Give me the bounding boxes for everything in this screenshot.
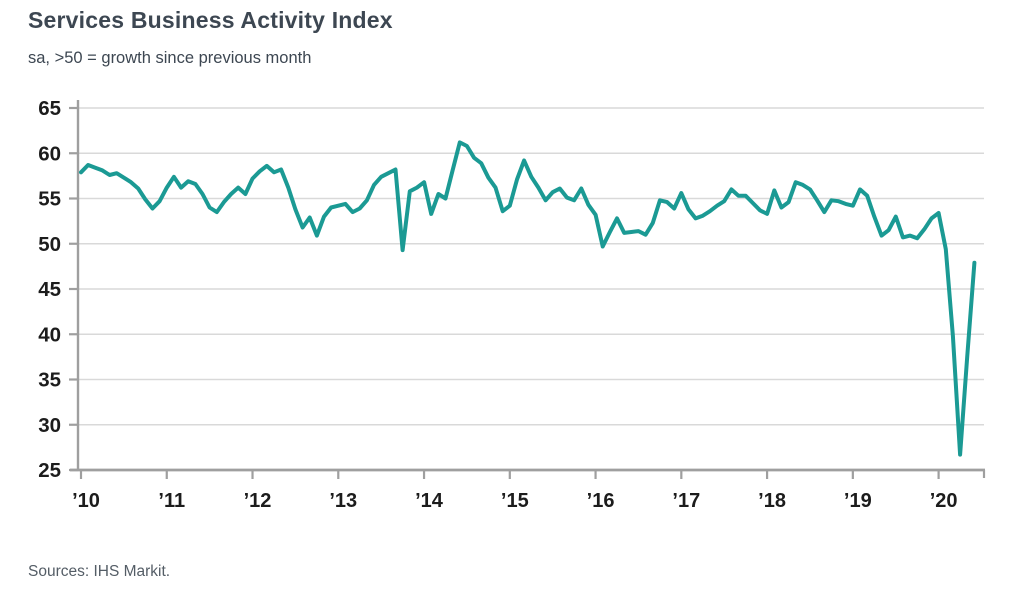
y-tick-label: 50 <box>38 233 61 256</box>
chart-subtitle: sa, >50 = growth since previous month <box>28 49 312 67</box>
x-tick-label: ’19 <box>844 490 872 512</box>
series-line <box>79 140 977 457</box>
source-note: Sources: IHS Markit. <box>28 563 171 580</box>
x-tick-label: ’12 <box>244 490 272 512</box>
y-tick-label: 55 <box>38 188 61 211</box>
x-tick-label: ’13 <box>329 490 357 512</box>
chart-title: Services Business Activity Index <box>28 7 393 33</box>
x-tick-label: ’15 <box>501 490 529 512</box>
x-tick-label: ’18 <box>758 490 786 512</box>
x-tick-label: ’17 <box>672 490 700 512</box>
x-tick-label: ’16 <box>587 490 615 512</box>
y-tick-label: 65 <box>38 97 61 120</box>
y-tick-label: 35 <box>38 369 61 392</box>
x-tick-label: ’11 <box>158 490 185 512</box>
y-tick-label: 25 <box>38 459 61 482</box>
y-tick-label: 60 <box>38 142 61 165</box>
y-tick-label: 40 <box>38 323 61 346</box>
y-tick-label: 45 <box>38 278 61 301</box>
x-tick-label: ’20 <box>930 490 958 512</box>
x-tick-label: ’10 <box>72 490 100 512</box>
y-tick-label: 30 <box>38 414 61 437</box>
x-tick-label: ’14 <box>415 490 444 512</box>
